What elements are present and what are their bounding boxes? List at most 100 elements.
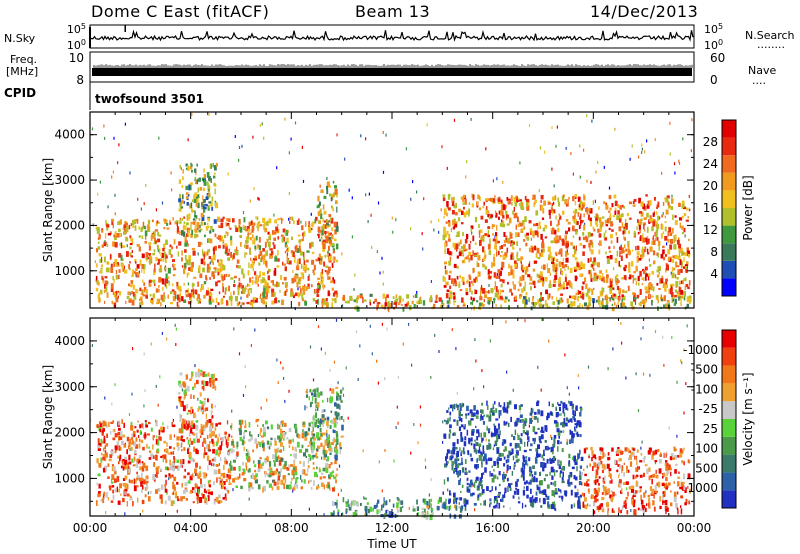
echo-cell [348,506,352,511]
scatter-cell [360,134,362,138]
echo-cell [442,491,444,495]
scatter-cell [376,359,378,363]
echo-cell [185,163,188,167]
echo-cell [208,176,211,181]
echo-cell [325,450,328,454]
echo-cell [639,236,642,242]
echo-cell [496,447,500,450]
echo-cell [622,230,625,235]
echo-cell [644,286,648,291]
echo-cell [326,224,329,228]
echo-cell [135,444,138,449]
echo-cell [319,421,322,427]
scatter-cell [168,477,170,481]
echo-cell [211,439,214,444]
echo-cell [315,393,318,398]
echo-cell [601,216,605,219]
echo-cell [243,446,245,451]
echo-cell [483,250,486,255]
echo-cell [193,438,196,444]
echo-cell [214,268,217,273]
scatter-cell [354,273,356,277]
echo-cell [122,478,126,481]
echo-cell [171,460,175,467]
echo-cell [128,461,132,465]
scatter-cell [442,420,444,424]
echo-cell [319,184,321,188]
echo-cell [448,234,450,239]
echo-cell [230,298,233,302]
echo-cell [574,212,576,218]
echo-cell [181,422,184,428]
echo-cell [133,441,137,447]
echo-cell [290,288,293,293]
echo-cell [302,422,305,426]
scatter-cell [607,367,609,371]
echo-cell [381,504,383,511]
scatter-cell [471,231,473,235]
echo-cell [227,218,231,222]
echo-cell [96,424,99,428]
echo-cell [599,302,601,308]
scatter-cell [92,223,94,227]
scatter-cell [477,252,479,255]
echo-cell [327,443,329,448]
echo-cell [416,300,419,305]
echo-cell [661,214,664,218]
echo-cell [100,498,104,502]
scatter-cell [441,145,443,149]
echo-cell [145,295,148,299]
echo-cell [177,294,180,301]
scatter-cell [416,290,418,294]
echo-cell [573,246,575,250]
echo-cell [674,254,678,259]
scatter-cell [556,491,558,495]
echo-cell [169,301,174,305]
echo-cell [554,275,558,280]
echo-cell [480,284,483,291]
echo-cell [258,254,261,260]
echo-cell [171,289,175,292]
echo-cell [205,381,209,387]
echo-cell [656,266,660,269]
echo-cell [364,505,368,512]
echo-cell [585,292,589,297]
echo-cell [541,265,543,270]
echo-cell [446,281,449,286]
echo-cell [497,198,501,204]
scatter-cell [519,161,521,165]
echo-cell [154,229,158,232]
echo-cell [250,299,253,304]
echo-cell [291,469,295,476]
echo-cell [163,243,166,250]
echo-cell [100,438,103,444]
echo-cell [276,265,280,268]
echo-cell [641,277,645,280]
echo-cell [456,265,459,269]
echo-cell [540,200,542,203]
echo-cell [191,474,194,477]
echo-cell [204,206,207,210]
echo-cell [210,491,213,496]
echo-cell [252,268,254,272]
echo-cell [185,222,189,226]
echo-cell [482,206,485,209]
echo-cell [546,263,548,269]
echo-cell [316,402,320,408]
echo-cell [487,297,491,303]
echo-cell [505,237,508,243]
echo-cell [300,474,302,480]
echo-cell [468,251,472,256]
scatter-cell [238,158,240,162]
echo-cell [540,292,542,295]
echo-cell [218,494,221,499]
scatter-cell [230,291,232,295]
echo-cell [681,204,685,209]
echo-cell [301,470,304,474]
scatter-cell [348,188,350,192]
echo-cell [326,251,329,257]
echo-cell [230,465,233,471]
echo-cell [299,288,302,294]
echo-cell [267,275,270,281]
echo-cell [97,293,100,298]
